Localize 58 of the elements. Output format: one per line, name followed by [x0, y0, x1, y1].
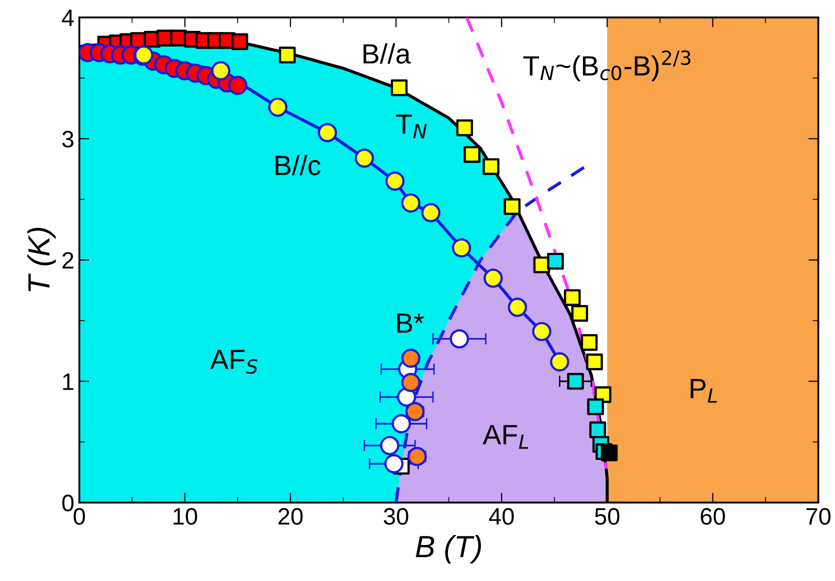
- y-tick-label: 3: [62, 130, 74, 148]
- point: [268, 98, 288, 117]
- y-axis-title: T (K): [27, 228, 56, 292]
- point: [532, 322, 552, 342]
- point: [318, 123, 338, 142]
- point: [231, 33, 248, 50]
- y-tick-label: 2: [62, 252, 74, 269]
- x-axis-title: B (T): [416, 534, 481, 564]
- point: [567, 372, 584, 390]
- annotation: B//a: [364, 43, 411, 64]
- y-tick-label: 1: [63, 374, 74, 390]
- point: [587, 398, 604, 416]
- point: [600, 444, 618, 462]
- point: [354, 148, 374, 168]
- point: [211, 61, 230, 80]
- point: [589, 421, 606, 438]
- point: [392, 414, 411, 434]
- point: [464, 146, 480, 163]
- point: [484, 268, 503, 288]
- point: [385, 172, 405, 191]
- annotation: AF$_{S}$: [210, 350, 258, 374]
- y-tick-label: 0: [62, 494, 74, 512]
- x-tick-label: 10: [174, 508, 198, 525]
- annotation: B//c: [276, 154, 321, 176]
- point: [482, 158, 500, 175]
- point: [452, 238, 472, 258]
- point: [547, 252, 564, 270]
- point: [508, 298, 528, 317]
- point: [450, 329, 469, 348]
- x-tick-label: 60: [700, 508, 725, 525]
- point: [278, 46, 296, 64]
- point: [401, 348, 420, 368]
- point: [580, 334, 598, 351]
- point: [401, 193, 420, 213]
- point: [550, 352, 570, 372]
- point: [390, 79, 408, 96]
- point: [571, 304, 588, 322]
- x-tick-label: 40: [489, 508, 514, 525]
- annotation: T$_{N}$: [396, 114, 427, 138]
- point: [401, 372, 420, 392]
- point: [380, 436, 400, 456]
- x-tick-label: 70: [806, 508, 831, 525]
- point: [456, 119, 474, 136]
- point: [384, 454, 404, 474]
- point: [408, 446, 427, 466]
- annotation: B*: [397, 314, 424, 333]
- annotation: AF$_{L}$: [482, 425, 528, 449]
- annotation: P$_{L}$: [690, 379, 717, 403]
- x-tick-label: 0: [74, 508, 85, 525]
- x-tick-label: 50: [594, 508, 620, 525]
- x-tick-label: 30: [384, 508, 408, 525]
- point: [504, 198, 521, 216]
- y-tick-label: 4: [62, 10, 74, 26]
- point: [564, 289, 581, 306]
- point: [586, 353, 603, 370]
- point: [421, 203, 440, 222]
- x-tick-label: 20: [278, 508, 303, 525]
- point: [228, 76, 248, 95]
